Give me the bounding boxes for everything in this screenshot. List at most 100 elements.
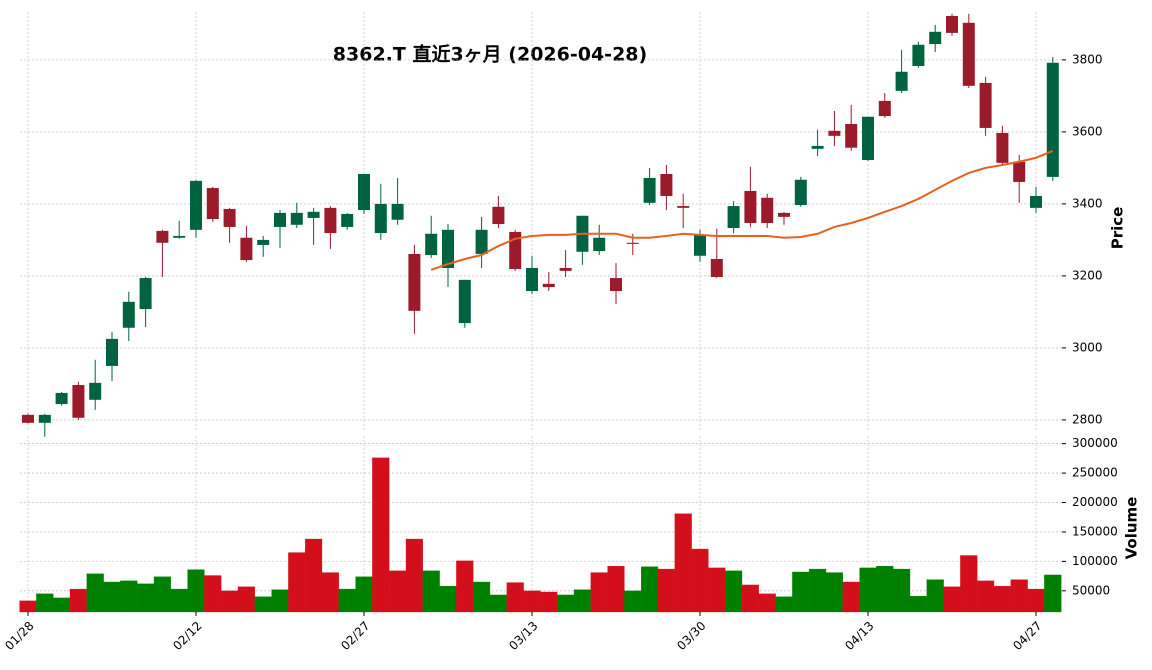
- volume-bar: [1027, 588, 1045, 613]
- volume-bar: [725, 570, 743, 613]
- candle-body: [358, 174, 370, 211]
- volume-bar: [943, 586, 961, 613]
- candle-body: [526, 267, 538, 292]
- volume-bar: [405, 538, 423, 613]
- volume-bar: [506, 582, 524, 613]
- y-tick-label: 3400: [1072, 196, 1103, 210]
- volume-bar: [187, 569, 205, 613]
- candle-body: [475, 229, 488, 254]
- volume-bar: [305, 538, 323, 613]
- volume-bar: [926, 579, 944, 613]
- y-tick-label: 3200: [1072, 268, 1103, 282]
- x-tick-label: 02/12: [170, 619, 204, 653]
- y-tick-label: 200000: [1072, 495, 1118, 509]
- volume-bar: [254, 596, 272, 613]
- volume-bar: [422, 570, 440, 613]
- chart-title: 8362.T 直近3ヶ月 (2026-04-28): [333, 43, 647, 66]
- candle-body: [1046, 62, 1059, 177]
- volume-bar: [103, 581, 121, 613]
- volume-bar: [523, 590, 541, 613]
- candle-body: [106, 338, 118, 366]
- candle-body: [206, 188, 219, 220]
- candle-body: [979, 82, 992, 128]
- candle-body: [72, 384, 85, 418]
- candle-body: [946, 15, 958, 33]
- volume-bar: [741, 584, 759, 613]
- y-tick-label: 3800: [1072, 52, 1103, 66]
- candle-body: [626, 242, 639, 244]
- volume-bar: [775, 596, 793, 613]
- candle-body: [391, 203, 404, 220]
- candle-body: [89, 382, 102, 400]
- volume-bar: [53, 597, 71, 613]
- volume-bar: [489, 594, 507, 613]
- candle-body: [22, 414, 34, 423]
- candle-body: [744, 190, 757, 223]
- y-axis-label: Volume: [1123, 497, 1141, 560]
- volume-bar: [708, 567, 726, 613]
- volume-bar: [825, 572, 843, 613]
- volume-bar: [758, 593, 776, 613]
- volume-bar: [372, 457, 390, 613]
- volume-bar: [1010, 579, 1028, 613]
- volume-bar: [557, 594, 575, 613]
- volume-bar: [624, 590, 642, 613]
- candle-body: [274, 212, 286, 227]
- volume-bar: [120, 580, 138, 613]
- volume-bar: [573, 589, 591, 613]
- candle-body: [794, 179, 807, 205]
- volume-bar: [977, 580, 995, 613]
- volume-bar: [271, 589, 289, 613]
- candle-body: [55, 392, 68, 405]
- candle-body: [610, 278, 622, 292]
- volume-bar: [641, 566, 659, 613]
- moving-average: [430, 150, 1054, 271]
- candle-body: [122, 301, 135, 328]
- candle-body: [895, 71, 908, 91]
- candle-body: [694, 234, 706, 256]
- y-tick-label: 2800: [1072, 412, 1103, 426]
- volume-bar: [540, 591, 558, 613]
- candle-body: [559, 267, 572, 271]
- candle-body: [593, 237, 606, 252]
- candle-body: [761, 197, 774, 223]
- candle-body: [710, 258, 723, 277]
- volume-bar: [960, 555, 978, 613]
- candle-body: [509, 231, 522, 270]
- y-tick-label: 300000: [1072, 436, 1118, 450]
- x-tick-label: 03/30: [674, 619, 708, 653]
- volume-bar: [607, 565, 625, 613]
- candle-body: [156, 230, 169, 243]
- y-tick-label: 3000: [1072, 340, 1103, 354]
- volume-bar: [876, 565, 894, 613]
- volume-bar: [69, 588, 87, 613]
- candle-body: [190, 180, 202, 230]
- volume-bar: [321, 572, 339, 613]
- volume-bar: [221, 590, 239, 613]
- volume-bar: [893, 568, 911, 613]
- candle-body: [38, 414, 51, 423]
- volume-bar: [237, 586, 255, 613]
- candle-body: [845, 123, 858, 148]
- volume-bar: [993, 585, 1011, 613]
- y-axis-label: Price: [1109, 207, 1127, 250]
- volume-bar: [288, 552, 306, 613]
- candle-body: [173, 235, 186, 238]
- candle-body: [324, 207, 337, 234]
- candle-body: [643, 177, 656, 203]
- candle-body: [458, 279, 471, 324]
- volume-bar: [842, 581, 860, 613]
- candle-body: [341, 213, 354, 227]
- candle-body: [1013, 161, 1026, 182]
- candle-body: [257, 239, 270, 245]
- volume-bar: [204, 575, 222, 613]
- volume-bar: [809, 568, 827, 613]
- candle-body: [542, 283, 555, 288]
- candle-body: [1030, 195, 1042, 208]
- candle-body: [442, 229, 454, 268]
- volume-bar: [657, 568, 675, 613]
- candle-body: [677, 206, 690, 208]
- volume-bar: [674, 513, 692, 613]
- y-tick-label: 250000: [1072, 466, 1118, 480]
